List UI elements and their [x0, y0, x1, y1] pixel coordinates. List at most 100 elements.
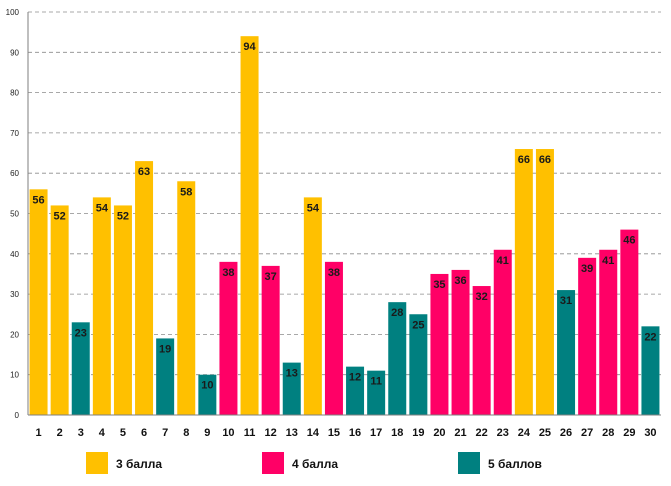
- x-tick-label-20: 20: [433, 427, 445, 439]
- x-tick-label-5: 5: [120, 427, 126, 439]
- data-label-17: 11: [370, 376, 382, 388]
- y-tick-label-60: 60: [10, 169, 19, 178]
- data-label-30: 22: [644, 331, 656, 343]
- y-tick-label-10: 10: [10, 371, 19, 380]
- data-label-2: 52: [54, 210, 66, 222]
- x-tick-label-26: 26: [560, 427, 572, 439]
- data-label-14: 54: [307, 202, 320, 214]
- data-label-18: 28: [391, 307, 403, 319]
- data-label-20: 35: [433, 279, 445, 291]
- y-tick-label-90: 90: [10, 48, 19, 57]
- data-label-1: 56: [32, 194, 44, 206]
- bar-2: [50, 205, 69, 415]
- bar-25: [535, 149, 554, 415]
- data-label-10: 38: [222, 267, 234, 279]
- legend-label-g3: 3 балла: [116, 457, 162, 471]
- bar-12: [261, 265, 280, 415]
- data-label-4: 54: [96, 202, 109, 214]
- x-tick-label-24: 24: [518, 427, 531, 439]
- legend-swatch-g3: [86, 452, 108, 474]
- y-tick-label-30: 30: [10, 290, 19, 299]
- x-tick-label-25: 25: [539, 427, 551, 439]
- bar-29: [620, 229, 639, 415]
- y-tick-label-40: 40: [10, 250, 19, 259]
- x-tick-label-18: 18: [391, 427, 403, 439]
- legend-item-g5: 5 баллов: [458, 452, 542, 474]
- x-tick-label-11: 11: [244, 427, 256, 439]
- x-tick-label-15: 15: [328, 427, 340, 439]
- data-label-27: 39: [581, 263, 593, 275]
- data-label-24: 66: [518, 154, 530, 166]
- data-label-7: 19: [159, 343, 171, 355]
- x-tick-label-13: 13: [286, 427, 298, 439]
- bar-23: [493, 249, 512, 415]
- x-tick-label-4: 4: [99, 427, 106, 439]
- x-tick-label-1: 1: [35, 427, 41, 439]
- data-label-28: 41: [602, 255, 614, 267]
- y-tick-label-100: 100: [6, 8, 20, 17]
- bar-14: [303, 197, 322, 415]
- legend-swatch-g4: [262, 452, 284, 474]
- data-label-6: 63: [138, 166, 150, 178]
- x-tick-label-23: 23: [497, 427, 509, 439]
- bar-20: [430, 273, 449, 415]
- bar-18: [388, 302, 407, 415]
- bar-10: [219, 261, 238, 415]
- data-label-3: 23: [75, 327, 87, 339]
- data-label-23: 41: [497, 255, 509, 267]
- x-axis-ticks: 1 2 3 4 5 6 7 8 9 10 11 12 13 14 15 16 17 18 19 20 21 22 23 24 2…: [35, 427, 656, 439]
- gridlines: [28, 11, 661, 376]
- data-label-16: 12: [349, 372, 361, 384]
- legend-label-g4: 4 балла: [292, 457, 338, 471]
- data-label-9: 10: [201, 380, 213, 392]
- bar-5: [113, 205, 132, 415]
- x-tick-label-6: 6: [141, 427, 147, 439]
- bar-7: [156, 338, 175, 415]
- bar-21: [451, 269, 470, 415]
- bar-26: [557, 290, 576, 415]
- data-label-12: 37: [265, 271, 277, 283]
- legend: 3 балла 4 балла 5 баллов: [86, 452, 542, 474]
- data-label-19: 25: [412, 319, 424, 331]
- bar-8: [177, 181, 196, 415]
- x-tick-label-27: 27: [581, 427, 593, 439]
- data-label-5: 52: [117, 210, 129, 222]
- bar-13: [282, 362, 301, 415]
- bar-22: [472, 286, 491, 415]
- legend-item-g3: 3 балла: [86, 452, 162, 474]
- y-tick-label-50: 50: [10, 210, 19, 219]
- data-label-26: 31: [560, 295, 572, 307]
- x-tick-label-10: 10: [222, 427, 234, 439]
- bar-27: [578, 257, 597, 415]
- legend-label-g5: 5 баллов: [488, 457, 542, 471]
- bar-15: [324, 261, 343, 415]
- bar-16: [346, 366, 365, 415]
- bar-6: [135, 161, 154, 415]
- data-label-21: 36: [454, 275, 466, 287]
- x-tick-label-28: 28: [602, 427, 614, 439]
- data-label-11: 94: [243, 41, 256, 53]
- x-tick-label-29: 29: [623, 427, 635, 439]
- x-tick-label-22: 22: [476, 427, 488, 439]
- x-tick-label-17: 17: [370, 427, 382, 439]
- data-label-29: 46: [623, 235, 635, 247]
- x-tick-label-12: 12: [265, 427, 277, 439]
- bar-19: [409, 314, 428, 415]
- x-tick-label-30: 30: [644, 427, 656, 439]
- legend-swatch-g5: [458, 452, 480, 474]
- bar-11: [240, 36, 259, 416]
- data-label-13: 13: [286, 368, 298, 380]
- y-tick-label-20: 20: [10, 330, 19, 339]
- bar-28: [599, 249, 618, 415]
- x-tick-label-9: 9: [204, 427, 210, 439]
- data-label-8: 58: [180, 186, 192, 198]
- x-tick-label-14: 14: [307, 427, 320, 439]
- x-tick-label-21: 21: [454, 427, 466, 439]
- bar-1: [29, 189, 48, 415]
- y-tick-label-80: 80: [10, 89, 19, 98]
- x-tick-label-19: 19: [412, 427, 424, 439]
- x-tick-label-8: 8: [183, 427, 189, 439]
- data-label-15: 38: [328, 267, 340, 279]
- y-axis-ticks: 0 10 20 30 40 50 60 70 80 90 100: [6, 8, 20, 420]
